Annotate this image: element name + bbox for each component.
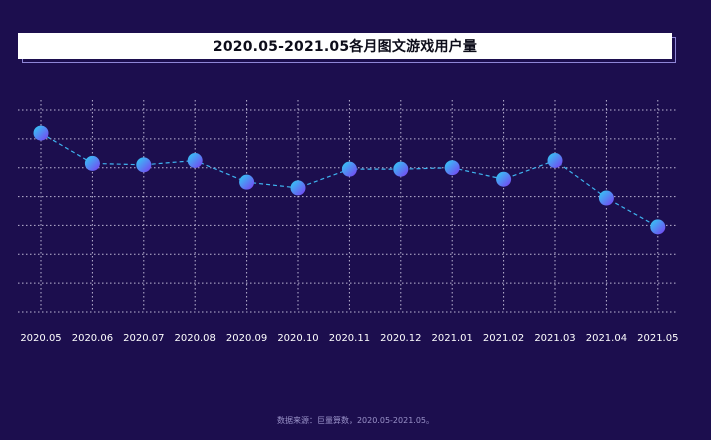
x-tick-label: 2021.04 <box>586 333 627 344</box>
data-point-2021.01 <box>444 160 460 176</box>
data-point-2020.11 <box>341 161 357 177</box>
x-tick-label: 2021.05 <box>637 333 678 344</box>
data-point-2020.05 <box>33 125 49 141</box>
title-box: 2020.05-2021.05各月图文游戏用户量 <box>18 33 672 59</box>
x-tick-label: 2020.06 <box>72 333 113 344</box>
data-point-2021.03 <box>547 153 563 168</box>
x-tick-label: 2021.03 <box>534 333 575 344</box>
grid <box>18 100 678 313</box>
x-tick-label: 2021.02 <box>483 333 524 344</box>
data-source-note: 数据来源：巨量算数，2020.05-2021.05。 <box>276 416 435 425</box>
data-point-2021.04 <box>598 190 614 206</box>
data-point-2020.07 <box>136 157 152 173</box>
data-point-2021.05 <box>650 219 666 235</box>
data-point-2021.02 <box>496 171 512 187</box>
x-tick-label: 2020.10 <box>277 333 318 344</box>
x-tick-label: 2020.11 <box>329 333 370 344</box>
data-point-2020.09 <box>239 174 255 190</box>
data-point-2020.10 <box>290 180 306 196</box>
data-point-2020.06 <box>84 155 100 171</box>
data-point-2020.08 <box>187 153 203 168</box>
data-point-2020.12 <box>393 161 409 177</box>
x-tick-label: 2020.09 <box>226 333 267 344</box>
x-tick-label: 2020.08 <box>175 333 216 344</box>
chart-title-container: 2020.05-2021.05各月图文游戏用户量 <box>18 33 678 65</box>
x-tick-label: 2020.07 <box>123 333 164 344</box>
x-tick-label: 2020.12 <box>380 333 421 344</box>
x-axis-tick-labels: 2020.05 2020.06 2020.07 2020.08 2020.09 2020.… <box>20 333 678 344</box>
x-tick-label: 2020.05 <box>20 333 61 344</box>
data-points <box>33 125 666 235</box>
chart-title: 2020.05-2021.05各月图文游戏用户量 <box>212 39 478 55</box>
x-tick-label: 2021.01 <box>432 333 473 344</box>
